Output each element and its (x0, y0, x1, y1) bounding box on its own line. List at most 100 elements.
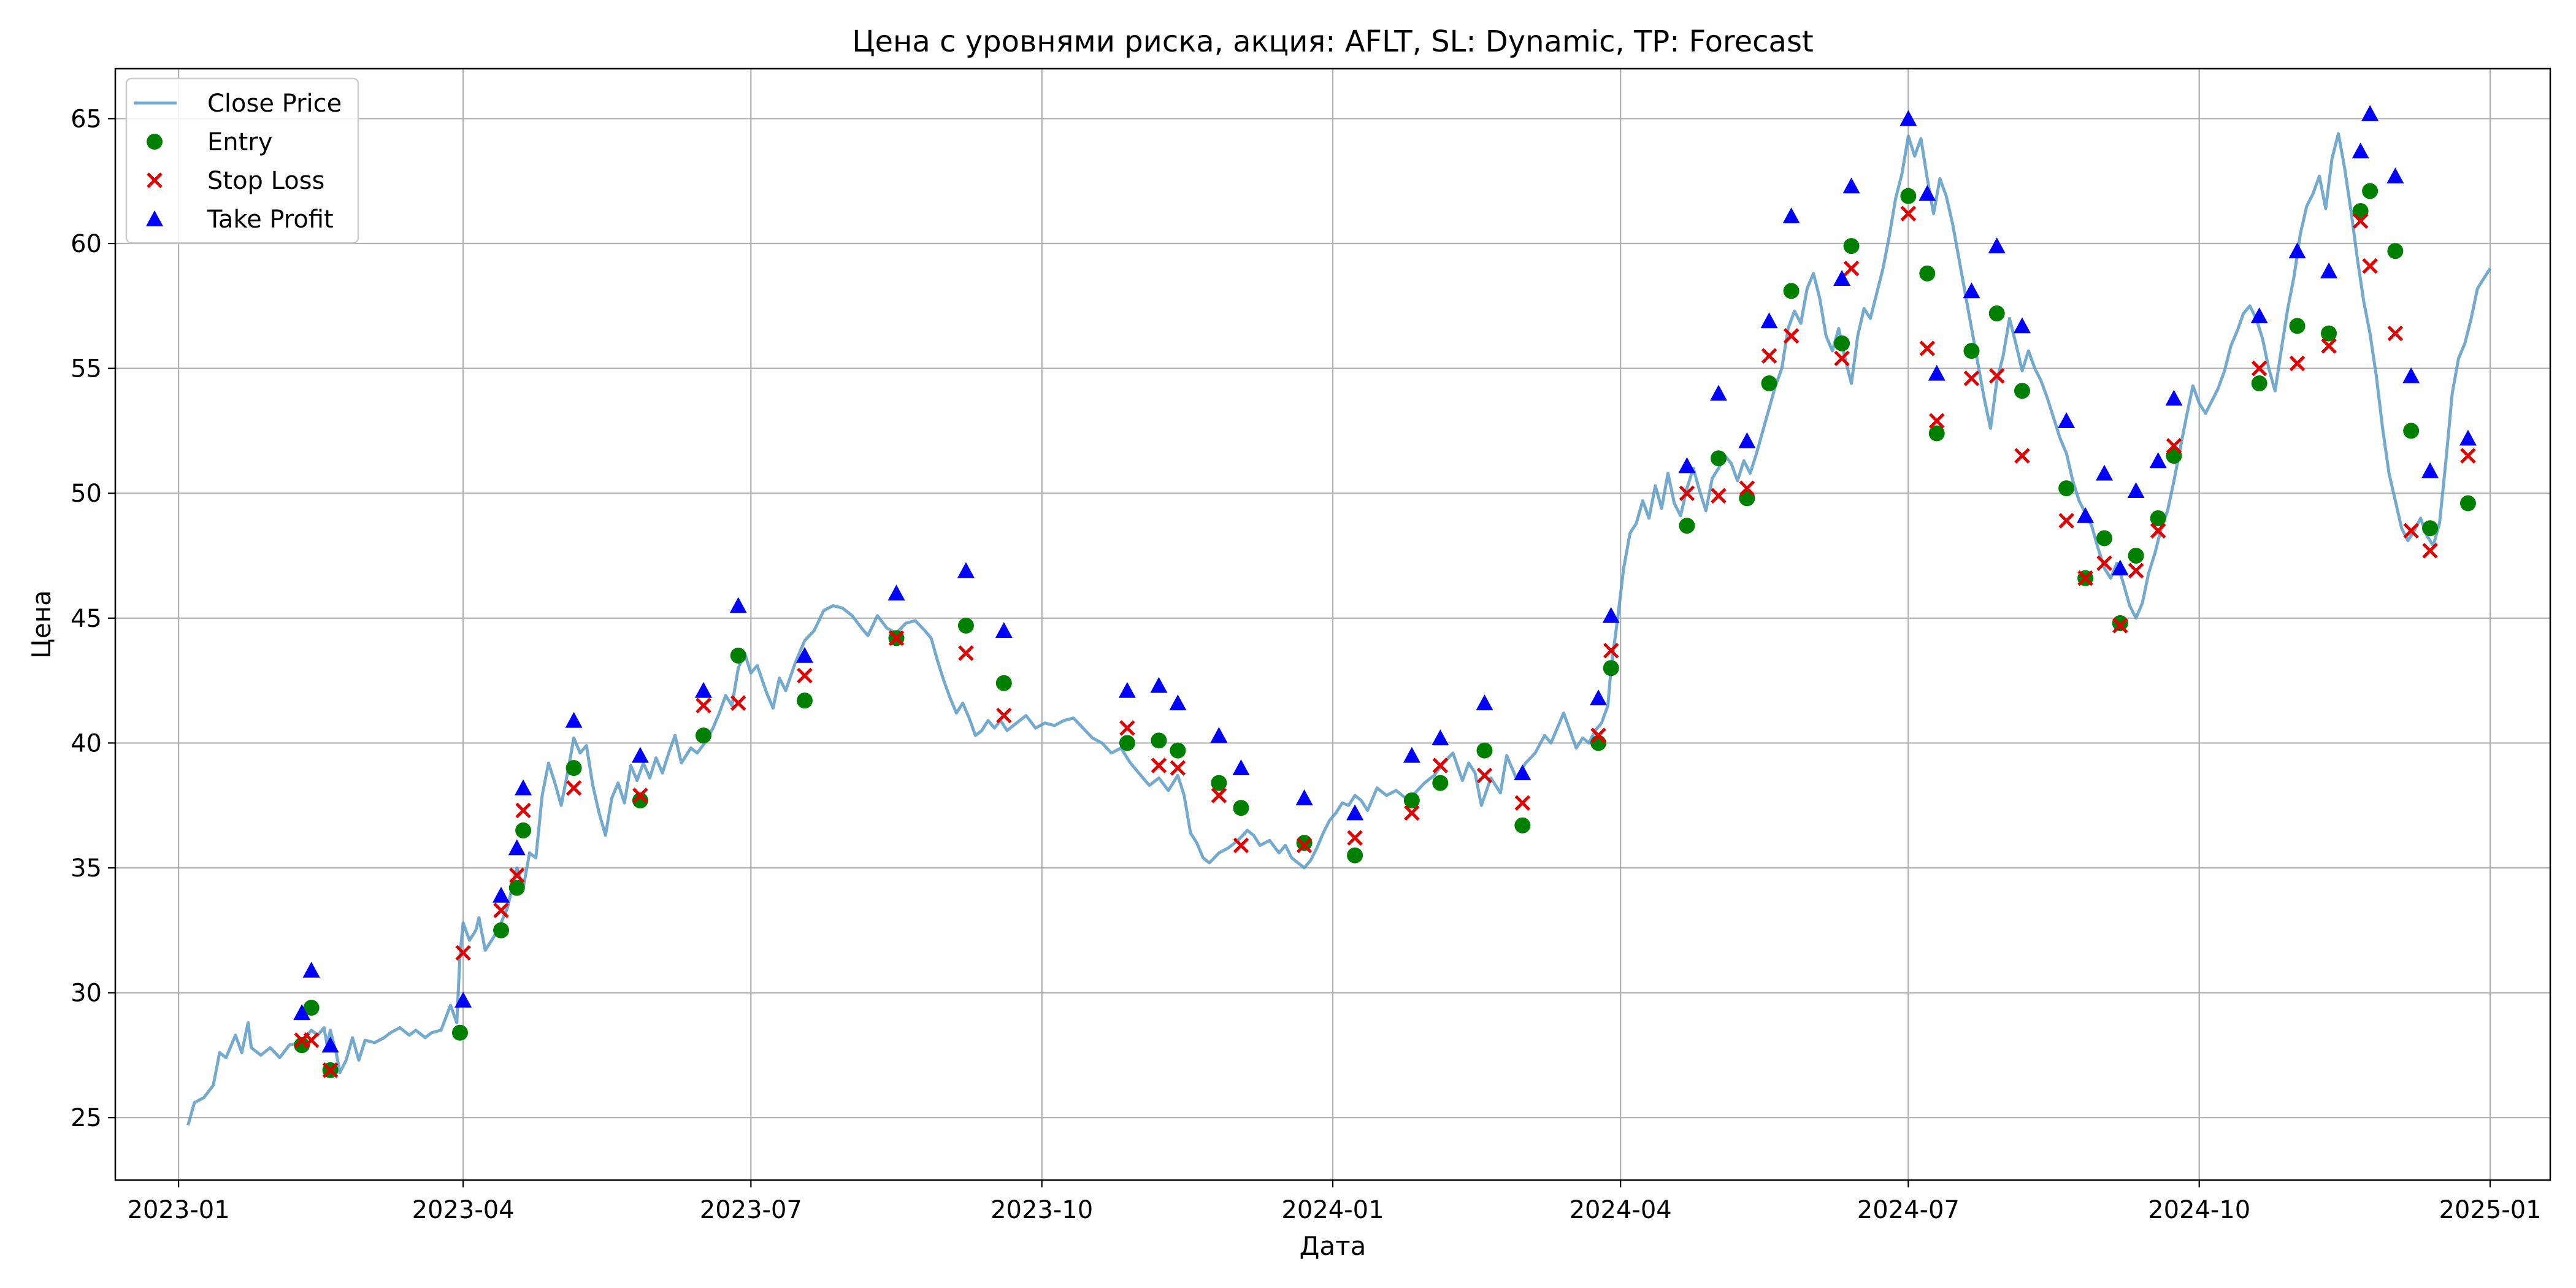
take-profit-point (1118, 681, 1136, 698)
stop-loss-stroke (565, 780, 582, 796)
stop-loss-stroke (1432, 757, 1449, 773)
stop-loss-point (1928, 413, 1945, 429)
y-tick-label: 65 (71, 105, 102, 133)
stop-loss-point (2403, 523, 2419, 539)
stop-loss-point (2014, 448, 2030, 464)
stop-loss-point (1761, 348, 1777, 364)
take-profit-point (302, 961, 320, 978)
x-tick-label: 2024-07 (1857, 1196, 1960, 1224)
take-profit-point (1150, 677, 1168, 693)
entry-point (2422, 520, 2439, 537)
stop-loss-point (1834, 350, 1850, 367)
stop-loss-point (1119, 720, 1135, 736)
close-price-line (186, 132, 2492, 1126)
stop-loss-stroke (1211, 788, 1227, 803)
entry-point (695, 727, 711, 744)
stop-loss-point (1296, 837, 1313, 854)
take-profit-point (995, 622, 1013, 638)
take-profit-point (2288, 242, 2306, 259)
stop-loss-stroke (515, 802, 531, 819)
x-tick-label: 2023-01 (128, 1196, 230, 1224)
stop-loss-stroke (1988, 368, 2005, 384)
stop-loss-stroke (2362, 258, 2378, 274)
take-profit-point (1346, 804, 1364, 821)
take-profit-point (795, 646, 813, 663)
y-tick-label: 50 (71, 480, 102, 508)
entry-point (632, 792, 648, 809)
stop-loss-point (1211, 788, 1227, 803)
legend-label: Stop Loss (207, 167, 324, 195)
stop-loss-point (1151, 757, 1167, 773)
legend-take-profit-swatch (146, 210, 163, 226)
take-profit-point (1169, 694, 1187, 711)
stop-loss-point (1843, 260, 1860, 277)
stop-loss-point (509, 867, 525, 883)
stop-loss-point (996, 707, 1012, 724)
take-profit-point (2013, 317, 2031, 334)
take-profit-point (508, 839, 526, 856)
stop-loss-point (1476, 767, 1493, 784)
stop-loss-stroke (2321, 338, 2337, 354)
entry-point (515, 822, 532, 838)
legend-stop-loss-swatch (147, 172, 163, 188)
stop-loss-point (1988, 368, 2005, 384)
entry-point (2014, 383, 2030, 399)
entry-point (1151, 732, 1167, 749)
take-profit-point (1833, 270, 1851, 286)
take-profit-point (1590, 689, 1608, 706)
take-profit-point (454, 991, 472, 1008)
entry-point (2150, 510, 2166, 526)
stop-loss-stroke (1843, 260, 1860, 277)
entry-point (2096, 530, 2113, 546)
entry-point (294, 1037, 310, 1054)
stop-loss-point (455, 945, 471, 961)
stop-loss-stroke (2150, 523, 2166, 539)
take-profit-point (2149, 452, 2167, 469)
entry-point (2128, 548, 2144, 564)
entry-point (1919, 265, 1936, 282)
entry-point (2058, 480, 2075, 497)
take-profit-point (1514, 764, 1531, 781)
stop-loss-stroke (2387, 325, 2404, 342)
stop-loss-point (958, 645, 974, 661)
entry-point (2403, 423, 2420, 439)
entry-point (2387, 243, 2404, 259)
stop-loss-stroke (1603, 642, 1619, 659)
stop-loss-stroke (888, 630, 905, 646)
stop-loss-stroke (696, 697, 711, 714)
entry-point (1603, 660, 1619, 677)
stop-loss-stroke (2251, 360, 2267, 377)
stop-loss-stroke (1963, 370, 1980, 386)
stop-loss-point (1404, 805, 1420, 821)
x-tick-label: 2023-07 (700, 1196, 802, 1224)
chart-title: Цена с уровнями риска, акция: AFLT, SL: … (852, 25, 1814, 59)
stop-loss-stroke (322, 1062, 339, 1078)
stop-loss-point (2166, 438, 2182, 454)
take-profit-point (1295, 789, 1313, 805)
entry-point (2362, 183, 2379, 199)
stop-loss-stroke (2077, 570, 2093, 586)
take-profit-point (2058, 412, 2076, 429)
entry-point (1834, 335, 1850, 351)
entry-point (957, 618, 974, 634)
stop-loss-point (632, 788, 648, 803)
legend-box (125, 77, 359, 244)
y-tick-label: 25 (71, 1104, 102, 1132)
take-profit-point (729, 597, 747, 613)
entry-point (1761, 375, 1777, 392)
entry-point (565, 760, 582, 776)
take-profit-point (1919, 185, 1936, 201)
entry-point (1711, 450, 1727, 467)
stop-loss-stroke (2422, 543, 2438, 559)
take-profit-point (1432, 729, 1449, 746)
entry-point (1233, 800, 1249, 816)
stop-loss-point (1919, 340, 1936, 356)
entry-point (1170, 742, 1186, 759)
stop-loss-stroke (2166, 438, 2182, 454)
entry-point (796, 692, 813, 709)
stop-loss-stroke (493, 902, 509, 919)
entry-point (730, 647, 746, 664)
stop-loss-stroke (2403, 523, 2419, 539)
stop-loss-point (2251, 360, 2267, 377)
